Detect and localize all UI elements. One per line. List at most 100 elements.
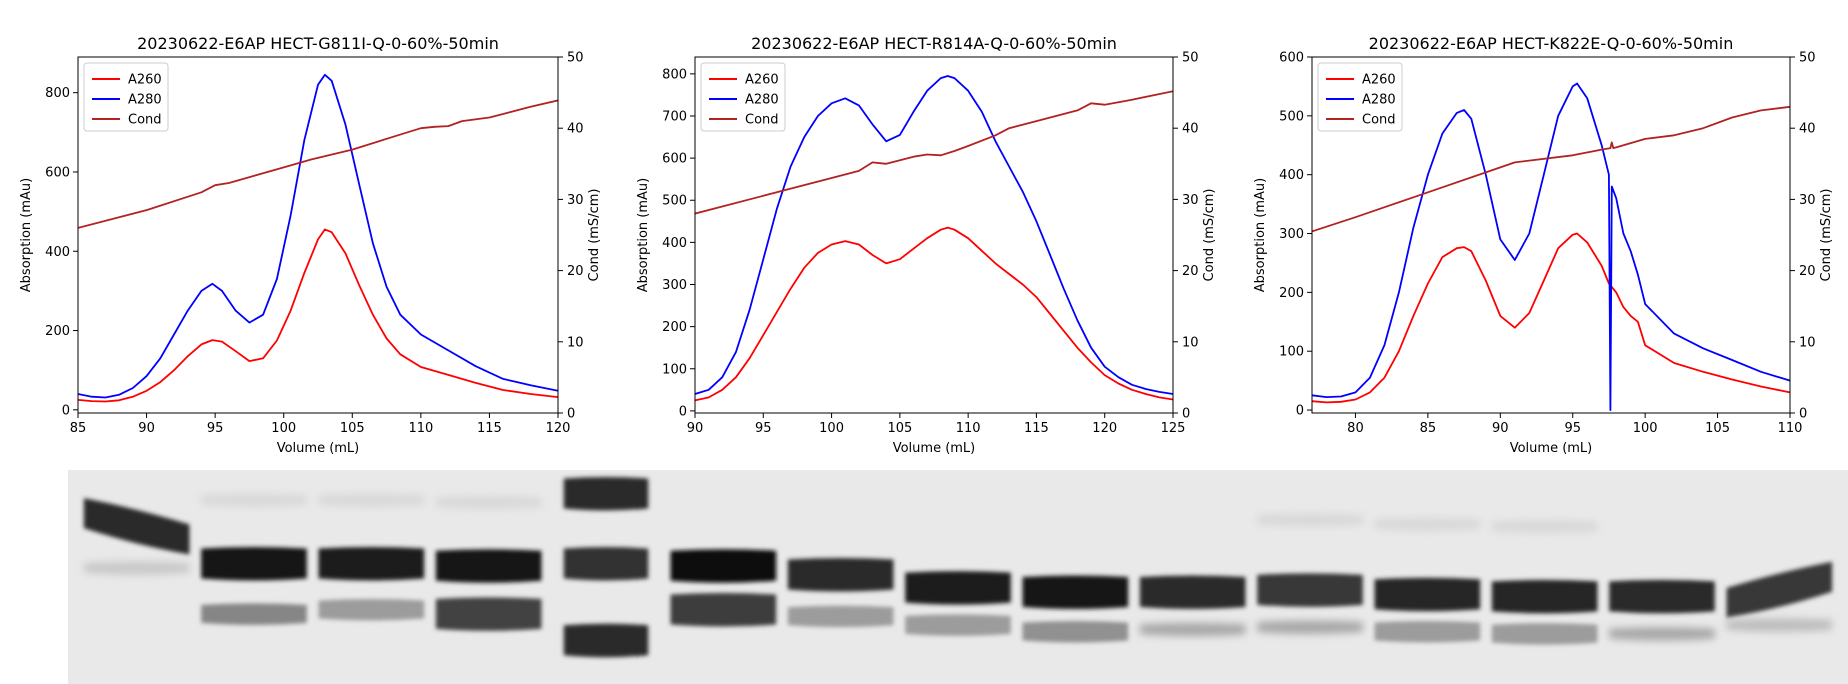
y-tick-label: 400 (662, 236, 687, 251)
y-tick-label: 600 (45, 165, 70, 180)
gel-lane-13 (1491, 519, 1598, 645)
gel-band (1257, 573, 1363, 607)
x-tick-label: 115 (1024, 421, 1049, 436)
gel-band (1374, 620, 1481, 643)
gel-band (563, 476, 649, 511)
x-tick-label: 90 (1492, 421, 1509, 436)
gel-lane-2 (201, 493, 307, 625)
series-line-cond (1312, 105, 1790, 233)
x-tick-label: 90 (138, 421, 155, 436)
legend-label-a260: A260 (1362, 73, 1396, 88)
legend: A260 A280 Cond (1317, 62, 1403, 132)
gel-lane-1 (83, 498, 190, 575)
gel-lane-9 (1022, 575, 1129, 643)
y2-tick-label: 10 (1182, 335, 1199, 350)
plot-area (78, 73, 558, 403)
chart-title: 20230622-E6AP HECT-K822E-Q-0-60%-50min (1369, 34, 1734, 53)
y-tick-label: 0 (1296, 404, 1304, 419)
plot-area (1312, 82, 1790, 411)
gel-lane-3 (318, 493, 425, 621)
x-tick-label: 105 (1705, 421, 1730, 436)
gel-band (670, 549, 777, 583)
y-tick-label: 200 (45, 324, 70, 339)
x-axis-label: Volume (mL) (277, 441, 360, 456)
y-tick-label: 600 (662, 152, 687, 167)
chart-1: 85 90 95 100 105 110 115 1200200400600800010203… (19, 34, 602, 456)
y2-tick-label: 50 (1182, 51, 1199, 66)
x-tick-label: 120 (546, 421, 571, 436)
legend-label-cond: Cond (1362, 113, 1396, 128)
gel-band (1139, 622, 1246, 637)
gel-lane-6 (670, 549, 777, 627)
gel-band (563, 547, 649, 581)
y-tick-label: 200 (1279, 286, 1304, 301)
y-tick-label: 800 (662, 67, 687, 82)
gel-lane-12 (1374, 517, 1481, 643)
gel-lane-15 (1726, 561, 1833, 632)
x-tick-label: 85 (1420, 421, 1437, 436)
axes-frame (77, 56, 559, 414)
gel-band (1139, 575, 1246, 610)
y2-tick-label: 20 (1182, 264, 1199, 279)
y-tick-label: 0 (679, 404, 687, 419)
x-axis-label: Volume (mL) (893, 441, 976, 456)
chart-3: 80 85 90 95 100 105 11001002003004005006000102… (1253, 34, 1834, 456)
gel-band (670, 593, 777, 627)
series-line-a280 (1312, 82, 1790, 411)
y2-tick-label: 30 (567, 193, 584, 208)
chart-2: 90 95 100 105 110 115 120 125010020030040050060… (636, 34, 1217, 456)
gel-band (1726, 618, 1833, 632)
y2-tick-label: 10 (567, 335, 584, 350)
gel-band (1374, 577, 1481, 612)
y2-tick-label: 50 (567, 51, 584, 66)
x-tick-label: 125 (1161, 421, 1186, 436)
gel-band (1726, 561, 1833, 618)
legend: A260 A280 Cond (700, 62, 786, 132)
gel-band (201, 493, 307, 508)
x-tick-label: 95 (207, 421, 224, 436)
y2-tick-label: 30 (1182, 193, 1199, 208)
y-axis-label: Absorption (mAu) (636, 178, 651, 292)
y-tick-label: 800 (45, 86, 70, 101)
y-tick-label: 400 (45, 245, 70, 260)
x-tick-label: 100 (1633, 421, 1658, 436)
gel-band (563, 623, 649, 658)
legend-label-cond: Cond (745, 113, 779, 128)
x-tick-label: 95 (755, 421, 772, 436)
legend-label-a280: A280 (128, 93, 162, 108)
gel-band (83, 498, 190, 555)
gel-lane-14 (1609, 579, 1715, 641)
x-tick-label: 80 (1347, 421, 1364, 436)
gel-band (1609, 627, 1715, 641)
y-tick-label: 300 (1279, 227, 1304, 242)
series-line-a280 (78, 73, 558, 399)
y2-tick-label: 50 (1799, 51, 1816, 66)
series-line-a280 (695, 75, 1173, 395)
x-tick-label: 95 (1564, 421, 1581, 436)
gel-band (1609, 579, 1715, 614)
legend-label-a280: A280 (1362, 93, 1396, 108)
gel-band (1491, 519, 1598, 534)
y2-axis-label: Cond (mS/cm) (1819, 189, 1834, 282)
y-tick-label: 0 (62, 403, 70, 418)
gel-band (1374, 517, 1481, 532)
y2-tick-label: 40 (567, 122, 584, 137)
gel-lane-4 (435, 495, 542, 631)
axes-frame (694, 56, 1174, 414)
series-line-a260 (78, 228, 558, 403)
gel-lane-7 (787, 558, 894, 628)
y-tick-label: 300 (662, 278, 687, 293)
gel-band (905, 614, 1011, 636)
gel-band (201, 547, 307, 581)
sds-page-gel (0, 465, 1848, 684)
series-line-cond (78, 99, 558, 229)
gel-band (1491, 579, 1598, 614)
x-tick-label: 100 (819, 421, 844, 436)
gel-band (201, 603, 307, 625)
chart-title: 20230622-E6AP HECT-R814A-Q-0-60%-50min (751, 34, 1117, 53)
x-tick-label: 110 (956, 421, 981, 436)
x-tick-label: 110 (1778, 421, 1803, 436)
gel-band (318, 547, 425, 581)
y2-tick-label: 40 (1799, 122, 1816, 137)
gel-lane-5 (563, 476, 649, 658)
